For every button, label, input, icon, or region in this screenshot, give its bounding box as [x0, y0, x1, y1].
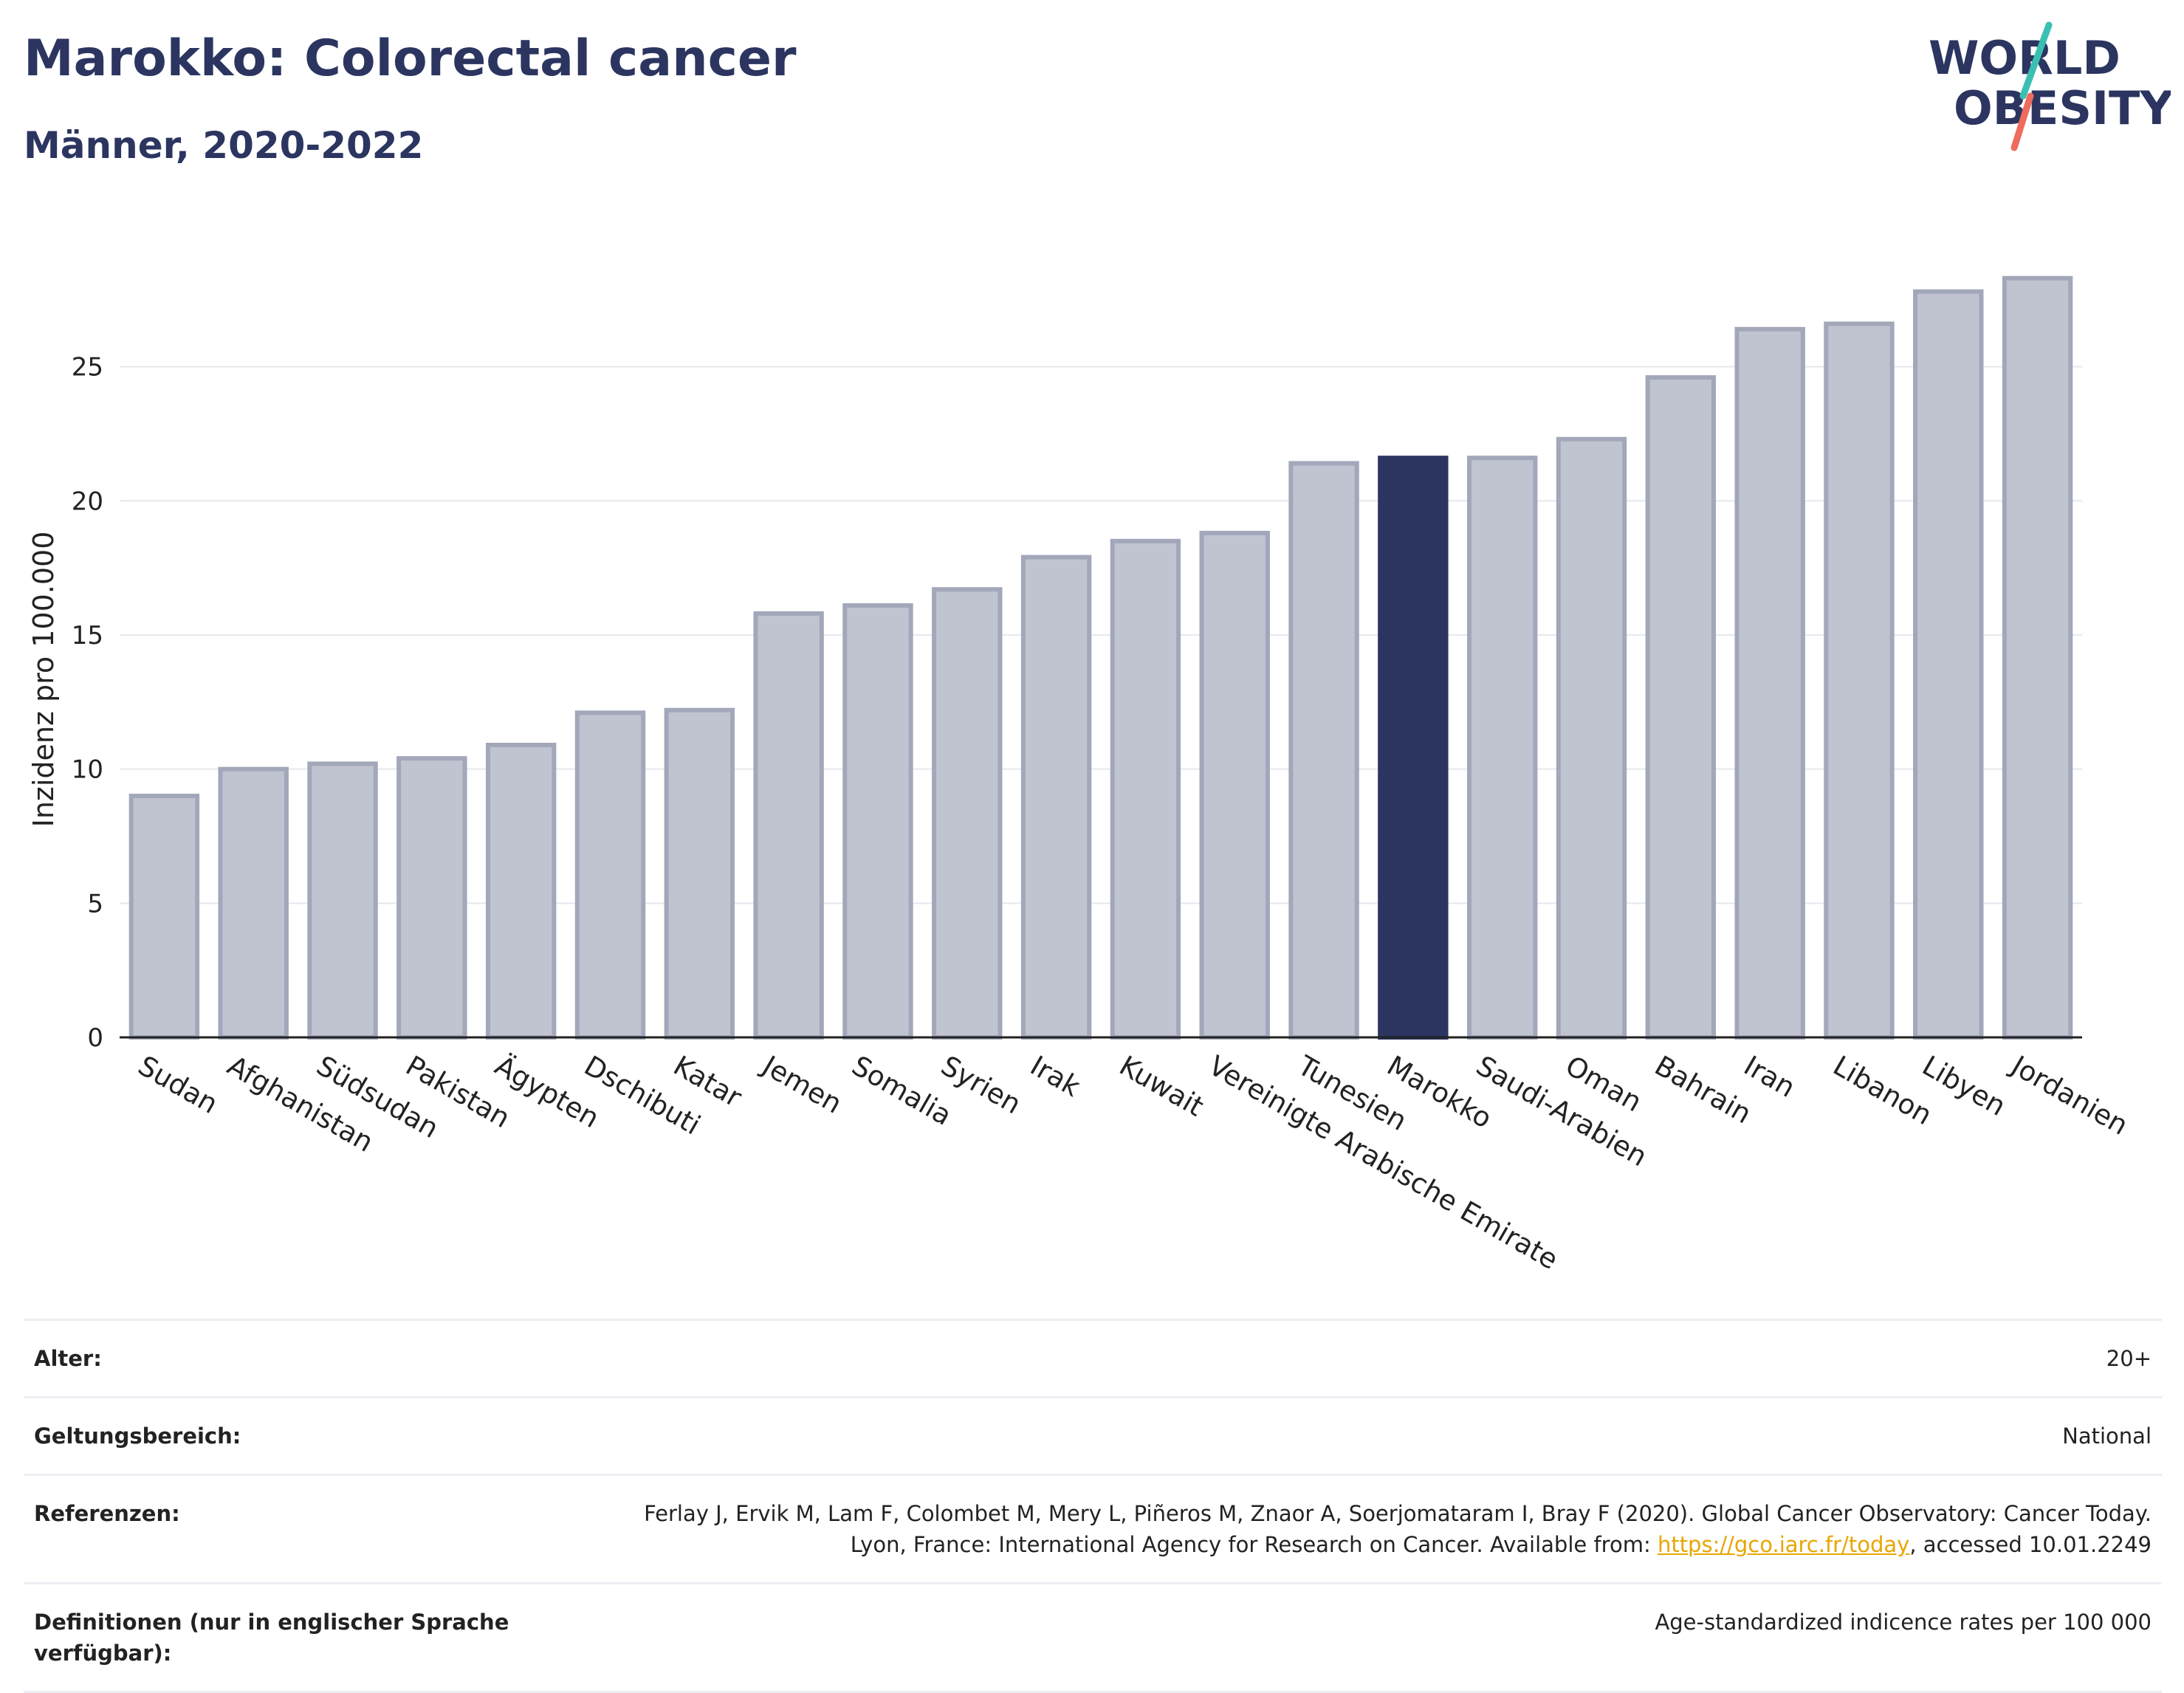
y-tick-label: 15 — [72, 621, 103, 650]
meta-row-scope: Geltungsbereich: National — [24, 1397, 2162, 1475]
chart-title: Marokko: Colorectal cancer — [24, 30, 797, 88]
chart-subtitle: Männer, 2020-2022 — [24, 124, 424, 167]
logo-text-obesity: OBESITY — [1954, 81, 2171, 135]
meta-row-age: Alter: 20+ — [24, 1319, 2162, 1398]
meta-label: Alter: — [34, 1346, 102, 1371]
bar-südsudan[interactable] — [307, 761, 378, 1040]
meta-row-references: Referenzen: Ferlay J, Ervik M, Lam F, Co… — [24, 1474, 2162, 1584]
meta-value: National — [2062, 1424, 2152, 1449]
reference-text: Ferlay J, Ervik M, Lam F, Colombet M, Me… — [644, 1501, 2152, 1558]
y-tick-labels: 0 5 10 15 20 25 — [72, 353, 103, 1053]
reference-accessed: , accessed 10.01.2249 — [1909, 1532, 2152, 1558]
meta-label: Definitionen (nur in englischer Sprache … — [34, 1610, 509, 1666]
x-tick-label: Libanon — [1827, 1050, 1937, 1132]
x-tick-label: Kuwait — [1114, 1050, 1209, 1123]
logo-text-world: WORLD — [1929, 31, 2121, 85]
meta-label: Referenzen: — [34, 1501, 180, 1527]
world-obesity-logo: WORLD OBESITY — [1929, 21, 2171, 151]
x-tick-label: Somalia — [846, 1050, 957, 1132]
bar-libanon[interactable] — [1824, 321, 1895, 1040]
y-tick-label: 10 — [72, 755, 103, 785]
bar-sudan[interactable] — [128, 794, 200, 1040]
bar-somalia[interactable] — [842, 603, 913, 1040]
y-axis-title: Inzidenz pro 100.000 — [27, 532, 60, 828]
y-tick-label: 5 — [87, 889, 103, 918]
bar-oman[interactable] — [1556, 436, 1627, 1040]
metadata-table: Alter: 20+ Geltungsbereich: National Ref… — [24, 1319, 2162, 1693]
y-tick-label: 20 — [72, 487, 103, 516]
x-tick-label: Jordanien — [2005, 1049, 2133, 1141]
meta-value: Ferlay J, Ervik M, Lam F, Colombet M, Me… — [576, 1475, 2162, 1584]
x-tick-label: Bahrain — [1649, 1050, 1757, 1130]
meta-value: 20+ — [2106, 1346, 2152, 1371]
reference-link[interactable]: https://gco.iarc.fr/today — [1657, 1532, 1910, 1558]
meta-row-definitions: Definitionen (nur in englischer Sprache … — [24, 1583, 2162, 1692]
x-tick-labels: SudanAfghanistanSüdsudanPakistanÄgyptenD… — [133, 1049, 2134, 1276]
bar-vereinigte-arabische-emirate[interactable] — [1199, 530, 1270, 1040]
bar-afghanistan[interactable] — [218, 766, 289, 1040]
x-tick-label: Sudan — [133, 1050, 223, 1121]
bars — [128, 275, 2073, 1040]
bar-marokko[interactable] — [1378, 456, 1449, 1040]
logo-slash-teal — [2019, 21, 2053, 100]
meta-label: Geltungsbereich: — [34, 1424, 241, 1449]
meta-value: Age-standardized indicence rates per 100… — [1655, 1610, 2152, 1635]
bar-tunesien[interactable] — [1288, 461, 1359, 1040]
bar-jemen[interactable] — [753, 611, 824, 1040]
x-tick-label: Irak — [1025, 1050, 1086, 1104]
bar-syrien[interactable] — [932, 587, 1003, 1040]
logo-slash-coral — [2010, 92, 2034, 151]
bar-saudi-arabien[interactable] — [1466, 456, 1538, 1040]
y-tick-label: 25 — [72, 353, 103, 382]
bar-pakistan[interactable] — [396, 756, 467, 1040]
bar-bahrain[interactable] — [1645, 375, 1717, 1040]
bar-ägypten[interactable] — [485, 742, 557, 1040]
bar-dschibuti[interactable] — [574, 710, 646, 1040]
bar-chart: 0 5 10 15 20 25 SudanAfghanistanSüdsudanPakis… — [27, 275, 2134, 1276]
bar-kuwait[interactable] — [1110, 538, 1181, 1040]
bar-irak[interactable] — [1020, 554, 1092, 1040]
bar-libyen[interactable] — [1913, 289, 1984, 1040]
bar-iran[interactable] — [1734, 326, 1805, 1040]
x-tick-label: Jemen — [756, 1049, 848, 1120]
bar-jordanien[interactable] — [2002, 275, 2073, 1040]
y-tick-label: 0 — [87, 1023, 103, 1053]
x-tick-label: Iran — [1739, 1050, 1801, 1104]
bar-katar[interactable] — [664, 707, 735, 1040]
